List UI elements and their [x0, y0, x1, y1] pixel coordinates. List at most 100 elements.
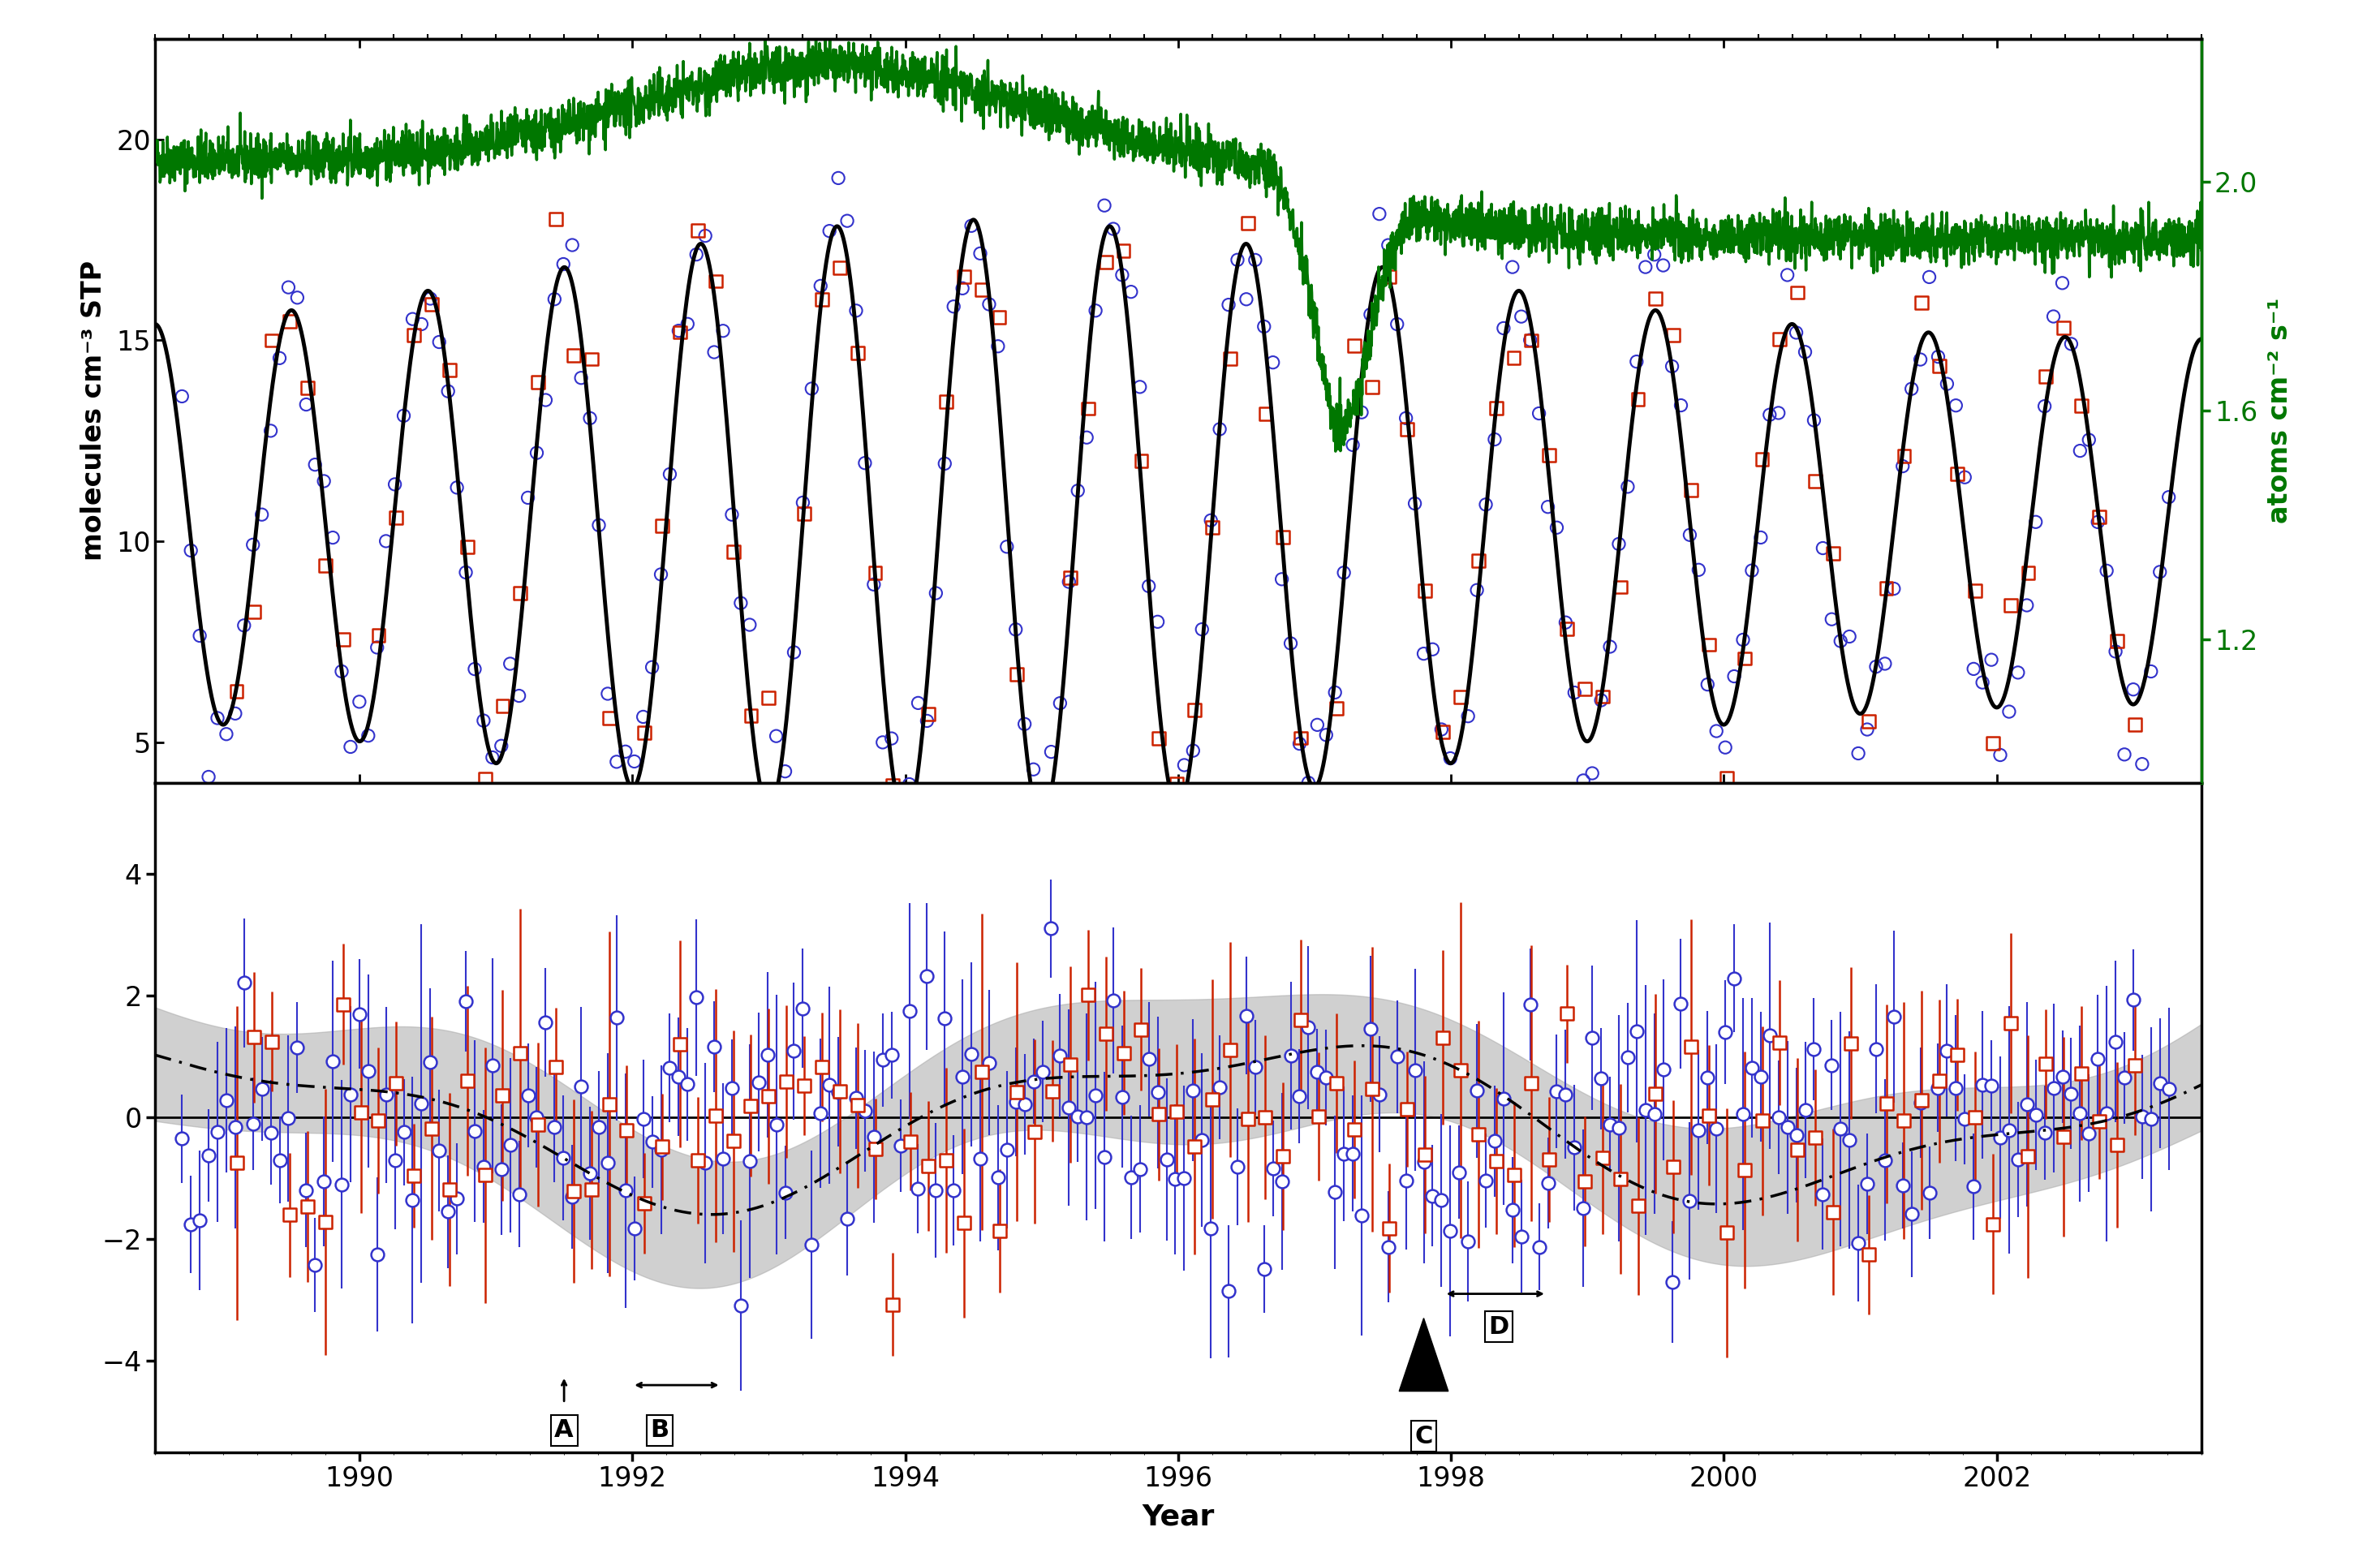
Point	[1937, 1076, 1975, 1101]
Point	[421, 329, 459, 354]
Point	[1333, 433, 1371, 458]
Point	[926, 1005, 964, 1030]
Point	[590, 1092, 628, 1117]
Point	[1352, 1076, 1390, 1101]
Point	[236, 599, 274, 624]
Point	[1166, 753, 1204, 778]
Point	[1521, 401, 1559, 426]
Point	[402, 1092, 440, 1117]
Point	[2106, 742, 2144, 767]
Point	[376, 1148, 414, 1173]
Point	[988, 534, 1026, 559]
Point	[1440, 780, 1478, 804]
Point	[1449, 704, 1488, 728]
Point	[1228, 287, 1266, 312]
Point	[1050, 570, 1088, 595]
Point	[1602, 1166, 1640, 1191]
Point	[581, 1115, 619, 1140]
Point	[1564, 1196, 1602, 1221]
Point	[466, 1163, 505, 1188]
Point	[1956, 1104, 1994, 1129]
Point	[490, 1132, 528, 1157]
Point	[1723, 1101, 1761, 1126]
Point	[288, 1194, 326, 1219]
Point	[873, 1042, 912, 1067]
Point	[340, 1002, 378, 1027]
Point	[802, 1101, 840, 1126]
Point	[952, 1042, 990, 1067]
Point	[1973, 731, 2011, 756]
Point	[1388, 416, 1426, 441]
Point	[1528, 1171, 1566, 1196]
Point	[1716, 966, 1754, 991]
Point	[1297, 1059, 1335, 1084]
Point	[357, 1242, 395, 1267]
Point	[1192, 1087, 1230, 1112]
Point	[324, 992, 362, 1017]
Point	[802, 287, 840, 312]
Point	[581, 512, 619, 537]
Point	[1778, 320, 1816, 345]
Point	[393, 1188, 431, 1213]
Point	[1254, 349, 1292, 374]
Point	[2078, 1047, 2116, 1072]
Point	[1573, 761, 1611, 786]
Point	[1918, 345, 1956, 370]
Point	[845, 1098, 883, 1123]
Point	[819, 1079, 857, 1104]
Point	[1947, 1107, 1985, 1132]
Point	[1937, 1042, 1975, 1067]
Point	[1626, 255, 1664, 280]
Point	[2028, 365, 2066, 390]
Point	[1069, 1104, 1107, 1129]
Point	[1547, 1002, 1585, 1027]
Point	[1111, 280, 1150, 304]
Point	[1716, 663, 1754, 688]
Point	[821, 1079, 859, 1104]
Point	[350, 724, 388, 749]
Point	[1245, 1256, 1283, 1281]
Point	[812, 219, 850, 244]
Point	[1388, 1096, 1426, 1121]
Point	[2123, 1104, 2161, 1129]
Point	[1254, 1155, 1292, 1180]
Point	[1492, 255, 1530, 280]
Point	[1326, 1141, 1364, 1166]
Point	[1492, 1197, 1530, 1222]
Point	[1671, 1188, 1709, 1213]
Point	[1511, 328, 1549, 353]
Point	[2016, 1103, 2054, 1127]
Point	[1219, 1155, 1257, 1180]
Point	[1166, 1165, 1204, 1190]
Point	[1937, 461, 1975, 486]
Point	[340, 690, 378, 714]
Point	[324, 658, 362, 683]
Point	[626, 721, 664, 745]
Y-axis label: atoms cm⁻² s⁻¹: atoms cm⁻² s⁻¹	[2266, 298, 2294, 523]
Point	[1319, 696, 1357, 721]
Point	[1697, 719, 1735, 744]
Point	[1511, 328, 1549, 353]
Point	[1478, 396, 1516, 421]
Text: A: A	[555, 1418, 574, 1443]
Point	[935, 294, 973, 318]
Point	[981, 1219, 1019, 1244]
Point	[1423, 719, 1461, 744]
Point	[909, 708, 947, 733]
Point	[1414, 1183, 1452, 1208]
Point	[1407, 1143, 1445, 1168]
Point	[783, 491, 821, 516]
Point	[945, 264, 983, 289]
Point	[1069, 983, 1107, 1008]
Point	[916, 581, 954, 606]
Point	[2097, 638, 2135, 663]
Point	[386, 1120, 424, 1145]
Point	[1352, 301, 1390, 326]
Point	[1335, 1117, 1373, 1141]
Point	[1778, 280, 1816, 304]
Point	[412, 1050, 450, 1075]
Point	[2028, 1051, 2066, 1076]
Point	[171, 537, 209, 562]
Point	[857, 561, 895, 585]
Point	[393, 306, 431, 331]
